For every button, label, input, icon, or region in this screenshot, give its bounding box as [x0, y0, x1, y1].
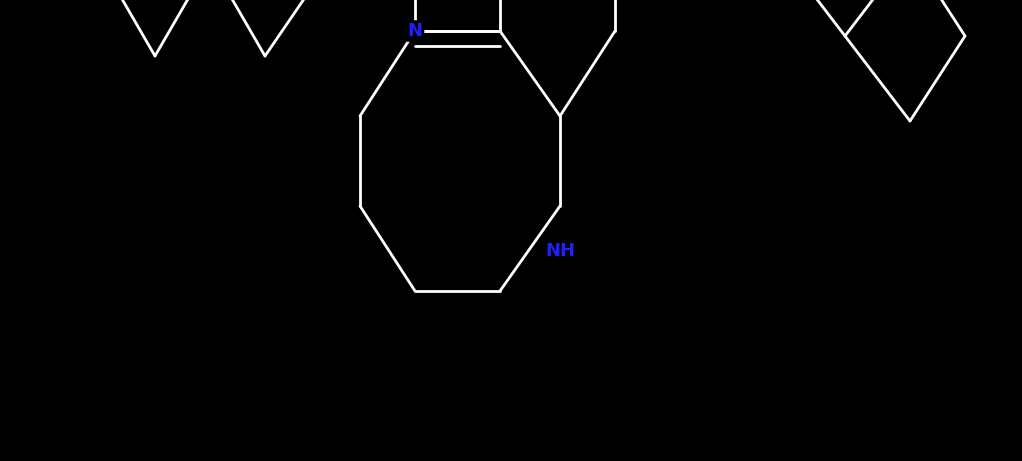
Text: NH: NH: [545, 242, 575, 260]
Text: N: N: [408, 22, 422, 40]
